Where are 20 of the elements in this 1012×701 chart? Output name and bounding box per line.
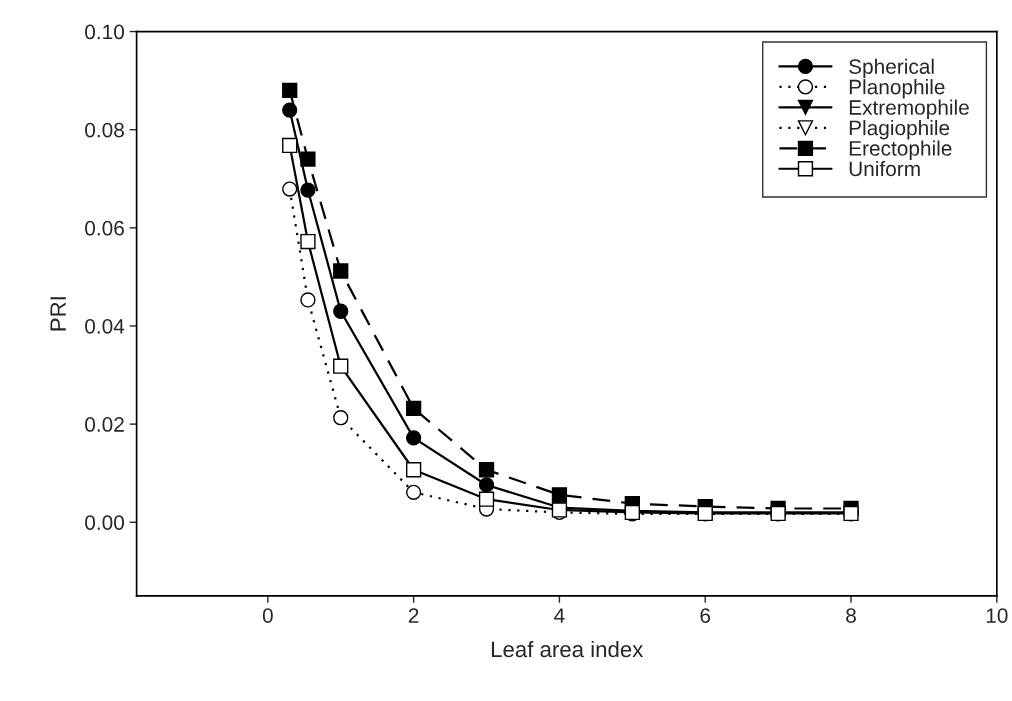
y-tick-label: 0.10 (85, 24, 124, 40)
x-axis-title: Leaf area index (491, 640, 644, 658)
legend-label: Uniform (849, 160, 920, 177)
x-tick-label: 10 (986, 608, 1008, 623)
legend-label: Plagiophile (849, 120, 950, 140)
x-tick-label: 8 (846, 608, 856, 623)
legend-label: Erectophile (849, 140, 952, 160)
y-tick-label: 0.06 (85, 220, 124, 236)
x-tick-label: 4 (554, 608, 565, 623)
x-tick-label: 6 (700, 608, 711, 623)
y-tick-label: 0.00 (85, 515, 124, 530)
y-tick-label: 0.04 (85, 318, 125, 334)
legend-label: Extremophile (849, 99, 969, 119)
y-axis-title: PRI (50, 297, 66, 331)
x-tick-label: 2 (408, 608, 419, 623)
y-tick-label: 0.08 (85, 122, 124, 138)
x-tick-label: 0 (262, 608, 273, 623)
y-tick-label: 0.02 (85, 417, 124, 432)
legend-label: Planophile (849, 79, 945, 99)
legend-label: Spherical (849, 58, 934, 79)
